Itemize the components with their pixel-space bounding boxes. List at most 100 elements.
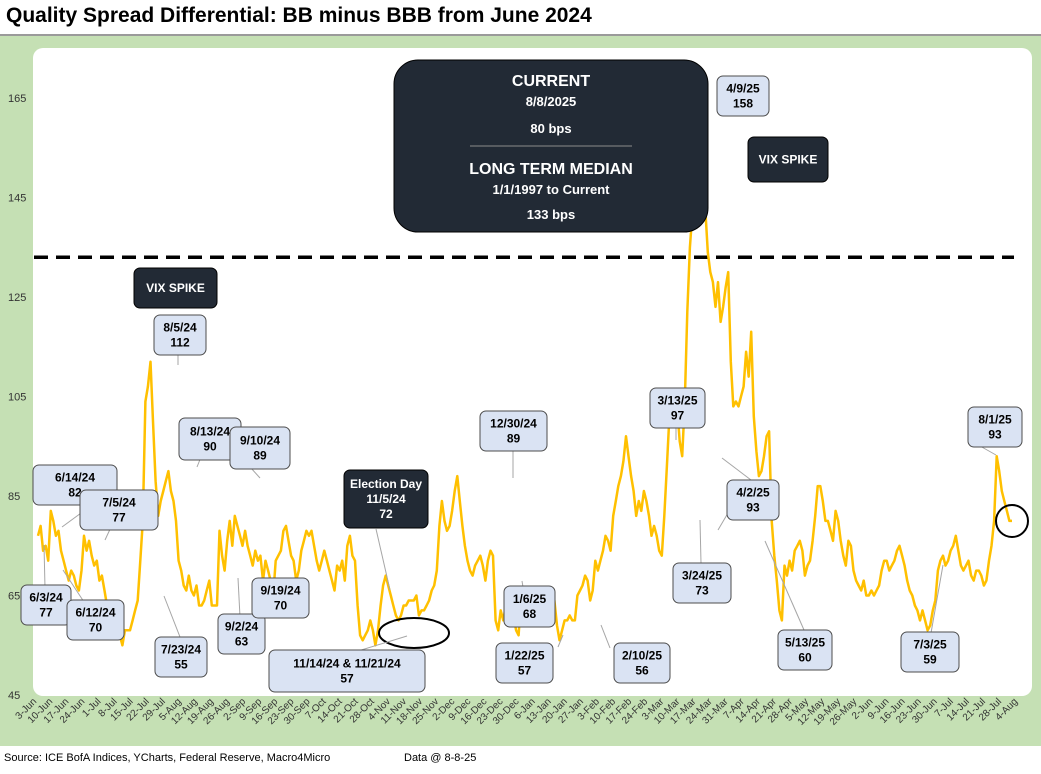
callout-box [251, 577, 310, 619]
callout-box [268, 649, 426, 693]
callout-text: 77 [39, 606, 53, 620]
callout-text: 8/13/24 [190, 425, 230, 439]
callout-connector [557, 634, 564, 648]
callout-text: 6/14/24 [55, 471, 95, 485]
callout-box [495, 642, 554, 684]
current-value-circle [995, 504, 1029, 538]
callout-text: 82 [68, 486, 82, 500]
callout-box [503, 585, 556, 628]
callout-box [747, 136, 829, 183]
callout-text: 93 [746, 501, 760, 515]
y-tick-label: 145 [8, 193, 26, 205]
callout-text: 158 [733, 97, 753, 111]
callout-text: 9/19/24 [260, 584, 300, 598]
chart-title: Quality Spread Differential: BB minus BB… [6, 4, 592, 27]
callout-box [726, 479, 780, 521]
callout-text: 4/2/25 [736, 486, 770, 500]
callout-text: 93 [988, 428, 1002, 442]
current-heading: CURRENT [512, 73, 590, 90]
callout-text: 9/2/24 [225, 620, 259, 634]
callout-text: 60 [798, 651, 812, 665]
callout-text: 57 [340, 672, 354, 686]
callout-box [479, 410, 548, 452]
callout-text: 7/3/25 [913, 638, 947, 652]
callout-text: 12/30/24 [490, 417, 537, 431]
callout-connector [930, 564, 944, 634]
callout-text: 8/5/24 [163, 321, 197, 335]
callout-connector [375, 528, 391, 591]
y-tick-label: 65 [8, 591, 20, 603]
callout-text: 77 [112, 511, 126, 525]
callout-connector [237, 577, 241, 618]
callout-box [217, 613, 266, 655]
callout-text: 70 [89, 621, 103, 635]
median-range: 1/1/1997 to Current [492, 182, 610, 197]
callout-text: 57 [518, 664, 532, 678]
callout-box [649, 387, 706, 429]
callout-text: 7/5/24 [102, 496, 136, 510]
callout-text: 1/22/25 [504, 649, 544, 663]
callout-box [79, 489, 159, 531]
callout-text: Election Day [350, 477, 422, 491]
callout-text: 9/10/24 [240, 434, 280, 448]
callout-box [967, 406, 1023, 448]
callout-text: 6/12/24 [75, 606, 115, 620]
callout-connector [250, 467, 261, 479]
callout-connector [62, 569, 87, 606]
callout-text: 68 [523, 607, 537, 621]
source-note: Source: ICE BofA Indices, YCharts, Feder… [4, 752, 331, 764]
median-heading: LONG TERM MEDIAN [469, 161, 633, 178]
callout-box [716, 75, 770, 117]
election-low-ellipse [378, 617, 450, 649]
callout-text: 112 [170, 336, 190, 350]
callout-text: 2/10/25 [622, 649, 662, 663]
callout-connector [764, 540, 805, 631]
callout-text: 59 [923, 653, 937, 667]
median-value: 133 bps [527, 207, 575, 222]
callout-connector [717, 512, 729, 531]
y-tick-label: 165 [8, 93, 26, 105]
footer: Source: ICE BofA Indices, YCharts, Feder… [0, 746, 1041, 774]
callout-connector [163, 595, 181, 638]
y-tick-label: 125 [8, 292, 26, 304]
current-date: 8/8/2025 [526, 94, 577, 109]
callout-text: 56 [635, 664, 649, 678]
callout-text: 7/23/24 [161, 643, 201, 657]
callout-box [343, 469, 429, 529]
callout-text: 1/6/25 [513, 592, 547, 606]
callout-box [133, 267, 218, 309]
callout-text: 72 [379, 507, 393, 521]
callout-text: VIX SPIKE [759, 153, 818, 167]
callout-text: 97 [671, 409, 685, 423]
callout-box [229, 426, 291, 470]
info-box: CURRENT 8/8/2025 80 bps LONG TERM MEDIAN 1/1… [393, 59, 709, 233]
callout-box [672, 562, 732, 604]
current-value: 80 bps [530, 121, 571, 136]
callout-box [154, 636, 208, 678]
callout-text: 4/9/25 [726, 82, 760, 96]
callout-text: 89 [253, 449, 267, 463]
callout-text: 8/1/25 [978, 413, 1012, 427]
callout-text: 73 [695, 584, 709, 598]
callout-text: 89 [507, 432, 521, 446]
